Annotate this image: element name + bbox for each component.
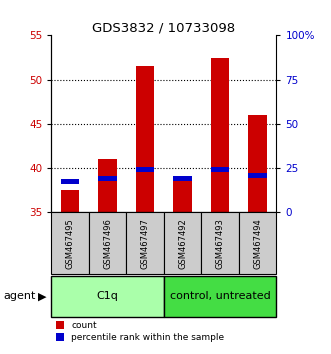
Text: GSM467497: GSM467497 — [141, 218, 150, 269]
Bar — [248, 173, 267, 178]
Bar — [164, 212, 201, 274]
Bar — [201, 212, 239, 274]
Text: ▶: ▶ — [38, 291, 47, 302]
Title: GDS3832 / 10733098: GDS3832 / 10733098 — [92, 21, 235, 34]
Text: GSM467493: GSM467493 — [215, 218, 225, 269]
Bar — [136, 167, 155, 172]
Bar — [51, 276, 164, 317]
Text: GSM467494: GSM467494 — [253, 218, 262, 269]
Bar — [239, 212, 276, 274]
Text: agent: agent — [3, 291, 36, 302]
Bar — [211, 57, 229, 212]
Text: GSM467496: GSM467496 — [103, 218, 112, 269]
Text: GSM467492: GSM467492 — [178, 218, 187, 269]
Bar — [89, 212, 126, 274]
Bar — [61, 190, 79, 212]
Text: GSM467495: GSM467495 — [66, 218, 74, 269]
Legend: count, percentile rank within the sample: count, percentile rank within the sample — [56, 321, 224, 342]
Bar — [126, 212, 164, 274]
Bar — [173, 176, 192, 181]
Bar — [51, 212, 89, 274]
Bar — [173, 177, 192, 212]
Bar — [136, 67, 155, 212]
Text: control, untreated: control, untreated — [170, 291, 270, 302]
Bar — [61, 179, 79, 184]
Bar — [98, 176, 117, 181]
Bar — [211, 167, 229, 172]
Bar — [164, 276, 276, 317]
Bar — [98, 159, 117, 212]
Bar — [248, 115, 267, 212]
Text: C1q: C1q — [97, 291, 118, 302]
